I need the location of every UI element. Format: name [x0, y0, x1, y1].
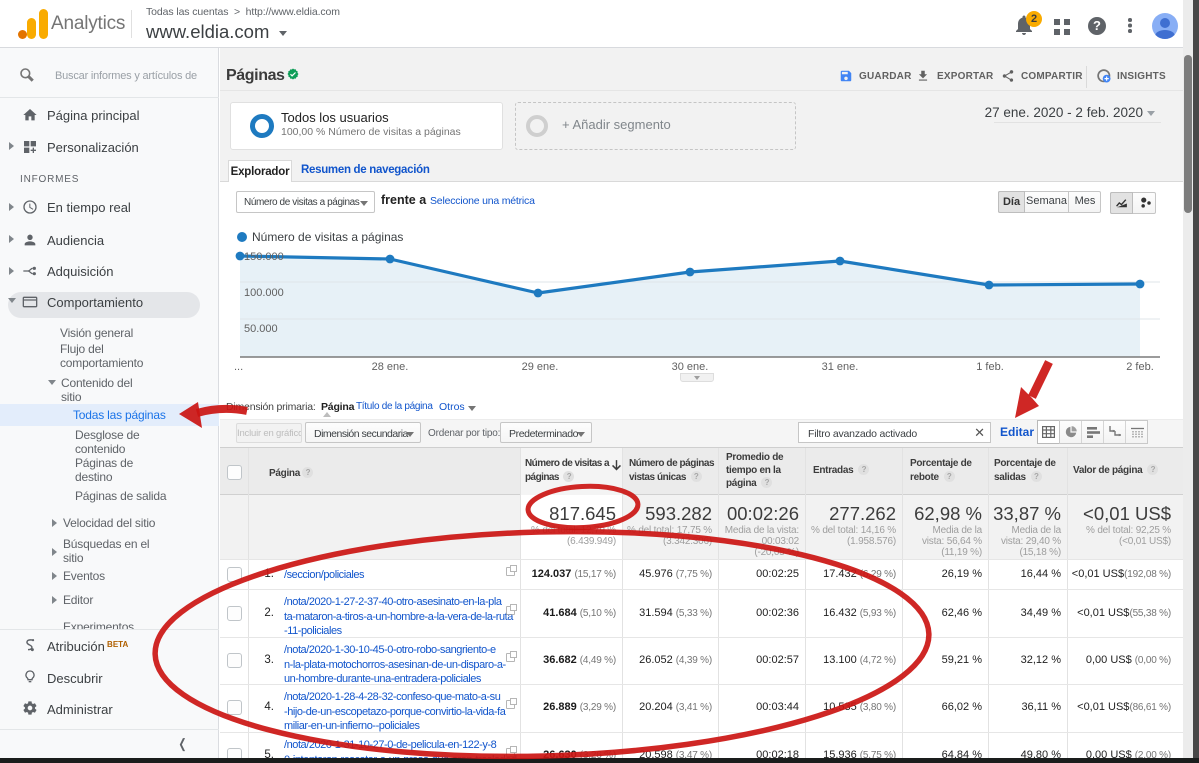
svg-text:100.000: 100.000 [244, 287, 284, 299]
svg-text:50.000: 50.000 [244, 323, 278, 335]
svg-text:28 ene.: 28 ene. [372, 361, 409, 373]
svg-text:150.000: 150.000 [244, 251, 284, 263]
svg-text:1 feb.: 1 feb. [976, 361, 1004, 373]
svg-text:31 ene.: 31 ene. [822, 361, 859, 373]
svg-text:30 ene.: 30 ene. [672, 361, 709, 373]
svg-text:29 ene.: 29 ene. [522, 361, 559, 373]
svg-text:2 feb.: 2 feb. [1126, 361, 1154, 373]
svg-text:...: ... [234, 361, 243, 373]
